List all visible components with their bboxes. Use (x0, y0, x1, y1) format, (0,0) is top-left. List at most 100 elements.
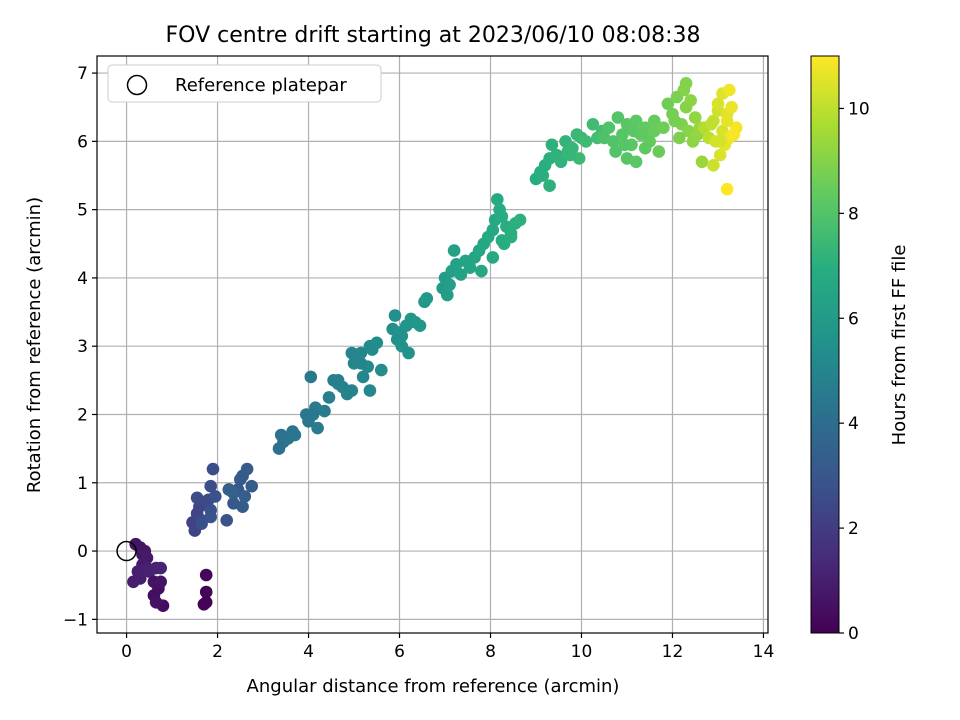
data-point (363, 384, 377, 397)
colorbar-tick-label: 0 (848, 624, 859, 644)
data-point (306, 408, 320, 421)
x-axis: 0 2 4 6 8 10 12 14 (121, 633, 774, 662)
data-point (586, 118, 600, 131)
colorbar-tick-label: 8 (848, 204, 859, 224)
data-point (602, 121, 616, 134)
data-point (713, 135, 727, 148)
data-point (618, 138, 631, 152)
legend-label: Reference platepar (175, 75, 347, 96)
data-point (579, 135, 593, 148)
y-tick-label: 5 (77, 201, 88, 221)
data-point (420, 292, 434, 305)
data-point (713, 148, 727, 162)
data-point (486, 223, 500, 237)
data-point (454, 268, 468, 281)
data-point (491, 193, 504, 206)
data-point (236, 500, 249, 513)
y-axis-label: Rotation from reference (arcmin) (24, 197, 45, 493)
colorbar-bar (810, 55, 840, 634)
data-point (395, 329, 409, 343)
data-point (652, 145, 666, 158)
data-point (238, 490, 252, 503)
data-point (727, 128, 741, 141)
data-point (204, 479, 217, 493)
data-point (206, 462, 220, 476)
data-point (543, 179, 556, 192)
x-tick-label: 10 (571, 642, 593, 662)
chart-title: FOV centre drift starting at 2023/06/10 … (166, 23, 701, 48)
data-point (447, 244, 461, 257)
data-point (723, 83, 736, 97)
colorbar-tick-label: 2 (848, 519, 859, 539)
x-axis-label: Angular distance from reference (arcmin) (247, 676, 620, 697)
plot-frame (96, 55, 769, 634)
x-tick-label: 6 (394, 642, 405, 662)
data-point (513, 213, 527, 227)
y-tick-label: 7 (77, 64, 88, 84)
data-point (711, 97, 725, 111)
reference-marker (116, 540, 137, 562)
data-point (402, 346, 415, 360)
data-point (677, 83, 691, 97)
x-tick-label: 14 (753, 642, 775, 662)
data-point (240, 462, 254, 476)
y-tick-label: 2 (77, 405, 88, 425)
data-point (375, 363, 388, 377)
data-point (370, 336, 384, 350)
data-point (475, 264, 488, 278)
data-point (648, 114, 661, 128)
data-point (220, 514, 233, 527)
data-point (304, 370, 318, 384)
data-point (563, 148, 577, 162)
data-point (504, 230, 518, 244)
legend-marker (126, 74, 148, 96)
data-point (607, 135, 620, 148)
data-point (609, 145, 622, 158)
legend: Reference platepar (107, 64, 382, 103)
data-point (190, 491, 204, 505)
y-tick-label: 1 (77, 474, 88, 494)
data-point (195, 517, 208, 530)
data-point (345, 384, 359, 397)
data-point (463, 261, 477, 275)
data-point (318, 404, 331, 418)
data-point (536, 169, 550, 182)
data-point (638, 141, 652, 155)
colorbar-ticks: 0 2 4 6 8 10 (839, 99, 870, 644)
data-point (199, 568, 213, 582)
data-point (661, 97, 675, 111)
data-point (354, 346, 368, 360)
data-point (688, 111, 702, 124)
data-point (545, 138, 559, 152)
data-point (684, 94, 697, 107)
data-point (127, 575, 140, 589)
data-point (554, 155, 568, 169)
legend-box (107, 64, 382, 103)
data-point (725, 100, 738, 114)
data-point (388, 309, 402, 322)
data-point (616, 128, 629, 141)
y-tick-label: 6 (77, 132, 88, 152)
x-tick-label: 0 (121, 642, 132, 662)
scatter-points (127, 77, 743, 612)
data-point (720, 114, 734, 128)
data-point (657, 121, 670, 134)
data-point (443, 278, 456, 292)
colorbar-tick-label: 4 (848, 414, 859, 434)
colorbar: 0 2 4 6 8 10 Hours from first FF file (810, 55, 910, 644)
data-point (668, 114, 681, 128)
data-point (199, 585, 213, 599)
data-point (629, 155, 643, 169)
x-tick-label: 4 (303, 642, 314, 662)
data-point (495, 210, 509, 223)
data-point (695, 155, 709, 169)
data-point (720, 182, 734, 196)
colorbar-tick-label: 10 (848, 99, 870, 119)
data-point (197, 598, 211, 611)
data-point (209, 490, 222, 503)
y-tick-label: 0 (77, 542, 88, 562)
plot-area (96, 55, 769, 634)
y-tick-label: −1 (63, 610, 88, 630)
data-point (154, 561, 167, 575)
